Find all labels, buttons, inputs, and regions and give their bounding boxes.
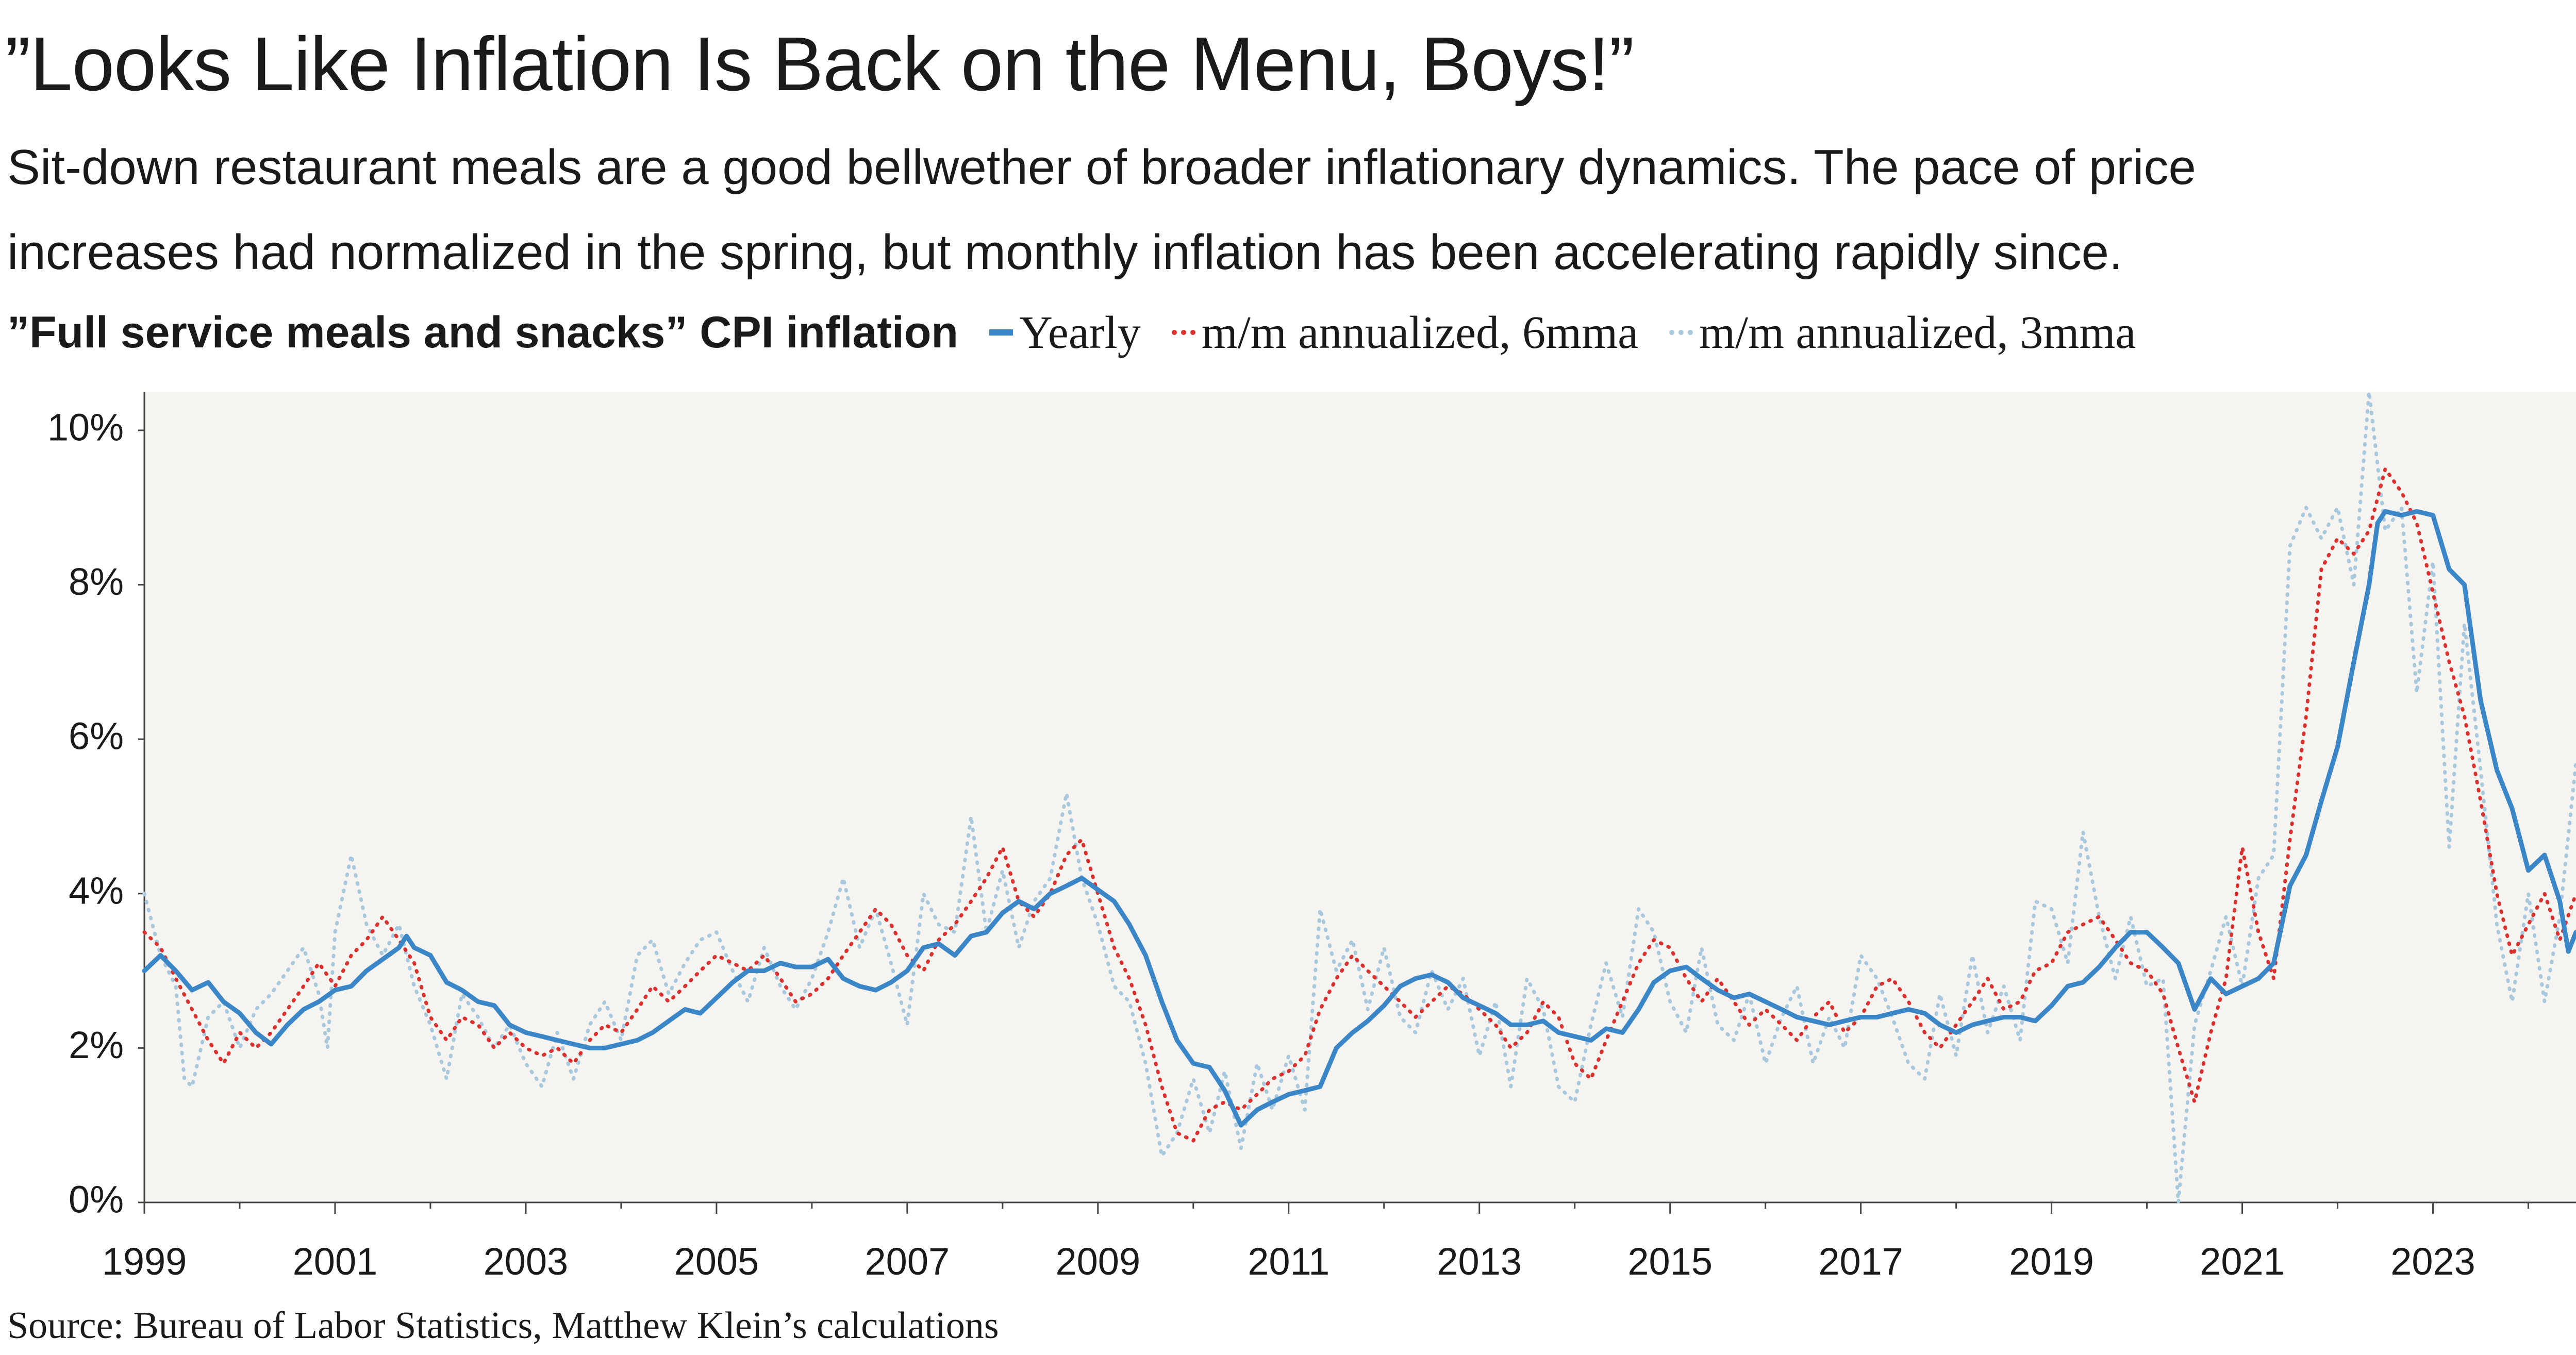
y-tick-label: 6%	[69, 715, 124, 758]
x-tick-label: 2019	[2009, 1240, 2094, 1283]
legend-item-yearly: Yearly	[989, 306, 1141, 359]
y-tick-label: 10%	[47, 406, 124, 448]
source-note: Source: Bureau of Labor Statistics, Matt…	[7, 1304, 999, 1347]
subtitle-line-2: increases had normalized in the spring, …	[7, 225, 2123, 280]
legend-label-yearly: Yearly	[1019, 307, 1141, 358]
legend-item-3mma: m/m annualized, 3mma	[1669, 306, 2136, 359]
series-line-6mma	[142, 467, 2576, 1143]
x-tick-label: 2023	[2390, 1240, 2475, 1283]
x-tick-label: 1999	[102, 1240, 187, 1283]
x-tick-label: 2009	[1055, 1240, 1140, 1283]
plot-area	[144, 392, 2576, 1202]
x-tick-label: 2017	[1818, 1240, 1903, 1283]
legend-swatch-yearly	[989, 329, 1013, 336]
x-tick-label: 2011	[1248, 1240, 1329, 1283]
subtitle-line-1: Sit-down restaurant meals are a good bel…	[7, 140, 2196, 195]
legend-label-3mma: m/m annualized, 3mma	[1699, 307, 2136, 358]
series-line-3mma	[142, 390, 2576, 1205]
chart-legend: ”Full service meals and snacks” CPI infl…	[7, 299, 2167, 366]
x-tick-label: 2013	[1437, 1240, 1522, 1283]
line-chart: 0% 2% 4% 6% 8% 10% 1999 2001 2003 2005 2007 2009 201…	[47, 390, 2576, 1283]
y-tick-label: 4%	[69, 869, 124, 912]
series-line-yearly	[142, 509, 2576, 1128]
x-tick-label: 2003	[484, 1240, 569, 1283]
x-tick-label: 2021	[2200, 1240, 2285, 1283]
page-title: ”Looks Like Inflation Is Back on the Men…	[5, 22, 1634, 107]
x-tick-label: 2005	[674, 1240, 759, 1283]
x-tick-label: 2015	[1627, 1240, 1713, 1283]
y-tick-label: 2%	[69, 1024, 124, 1066]
x-tick-label: 2001	[293, 1240, 378, 1283]
y-tick-label: 0%	[69, 1178, 124, 1221]
legend-swatch-3mma	[1669, 330, 1693, 335]
x-tick-label: 2007	[865, 1240, 950, 1283]
legend-label-6mma: m/m annualized, 6mma	[1201, 307, 1639, 358]
legend-swatch-6mma	[1171, 330, 1195, 335]
chart-title: ”Full service meals and snacks” CPI infl…	[7, 307, 958, 357]
legend-item-6mma: m/m annualized, 6mma	[1171, 306, 1639, 359]
y-tick-label: 8%	[69, 560, 124, 603]
